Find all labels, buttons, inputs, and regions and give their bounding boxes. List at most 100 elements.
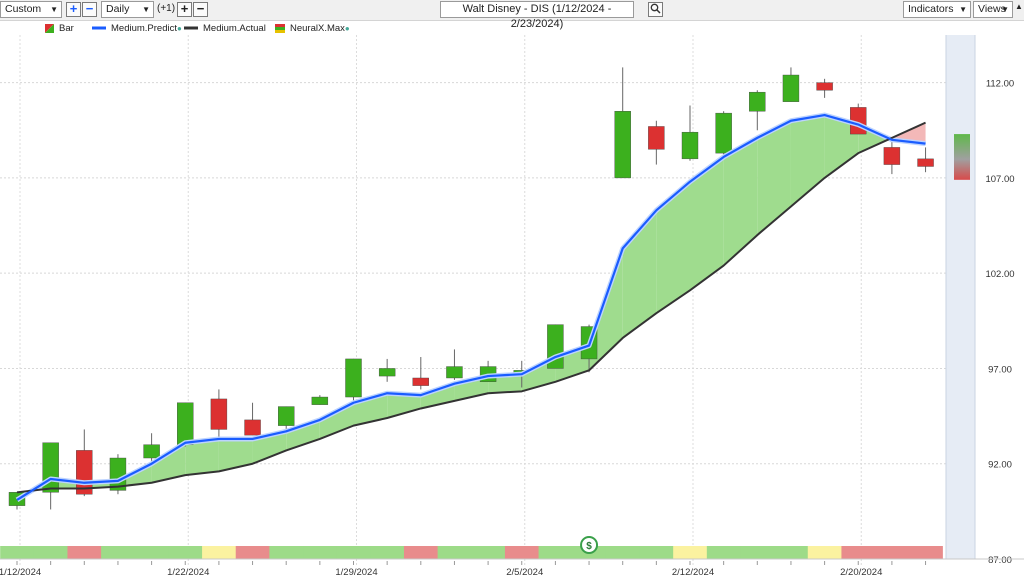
signal-segment <box>235 546 270 559</box>
zoom-out-icon[interactable]: − <box>82 2 97 17</box>
spread-fill <box>185 438 219 476</box>
chart-title-box[interactable]: Walt Disney - DIS (1/12/2024 - 2/23/2024… <box>440 1 634 30</box>
spread-fill <box>723 137 758 266</box>
spread-fill <box>824 115 859 178</box>
candle-body <box>883 147 901 165</box>
line-legend-icon <box>92 26 106 30</box>
spread-fill <box>353 393 388 426</box>
signal-segment <box>101 546 136 559</box>
spread-fill <box>690 156 724 291</box>
spread-fill <box>454 376 489 401</box>
signal-segment <box>269 546 304 559</box>
candle-body <box>177 402 194 445</box>
signal-segment <box>673 546 708 559</box>
search-icon[interactable] <box>648 2 663 17</box>
chevron-down-icon: ▼ <box>1001 5 1009 14</box>
signal-segment <box>605 546 641 559</box>
interval-select-value: Daily <box>106 3 130 15</box>
line-legend-icon <box>184 26 198 30</box>
signal-segment <box>336 546 371 559</box>
dollar-signal-icon <box>580 536 599 554</box>
spread-fill <box>420 383 455 409</box>
candle-body <box>446 366 463 379</box>
chevron-down-icon: ▼ <box>959 5 967 14</box>
predict-line-glow <box>15 112 926 503</box>
legend-predict-label: Medium.Predict <box>111 23 177 34</box>
y-tick-label: 102.00 <box>985 269 1014 280</box>
signal-segment <box>303 546 338 559</box>
candle-body <box>782 74 800 102</box>
spread-fill <box>656 181 690 314</box>
spread-fill <box>858 124 890 154</box>
signal-segment <box>33 546 68 559</box>
indicators-label: Indicators <box>908 3 954 15</box>
legend-bar[interactable]: Bar <box>45 23 74 34</box>
signal-segment <box>168 546 203 559</box>
signal-segment <box>572 546 607 559</box>
candle-body <box>513 370 530 373</box>
dollar-signal-glyph: $ <box>586 541 592 552</box>
signal-segment <box>706 546 741 559</box>
signal-segment <box>841 546 876 559</box>
spread-fill <box>589 248 623 371</box>
spread-fill <box>488 374 522 394</box>
signal-segment <box>134 546 169 559</box>
chart-legend: Bar Medium.Predict● Medium.Actual Neural… <box>0 21 946 35</box>
legend-neuralx[interactable]: NeuralX.Max● <box>275 23 350 34</box>
signal-segment <box>504 546 540 559</box>
signal-segment <box>0 546 35 559</box>
candle-body <box>76 450 93 495</box>
spread-fill <box>319 402 354 439</box>
candle-body <box>816 82 833 91</box>
views-button[interactable]: Views ▼ <box>973 1 1013 18</box>
spread-fill <box>757 120 791 236</box>
y-tick-label: 112.00 <box>986 79 1014 90</box>
predict-line <box>16 113 926 501</box>
spread-fill <box>286 419 320 451</box>
signal-segment <box>740 546 775 559</box>
indicators-button[interactable]: Indicators ▼ <box>903 1 971 18</box>
x-tick-label: 2/20/2024 <box>840 567 882 577</box>
signal-segment <box>538 546 573 559</box>
candle-body <box>278 406 295 426</box>
collapse-icon[interactable]: ▲ <box>1015 2 1023 11</box>
candle-body <box>917 158 934 167</box>
legend-bar-label: Bar <box>59 23 74 34</box>
range-select-value: Custom <box>5 3 42 15</box>
candle-body <box>412 377 429 386</box>
settings-dot-icon: ● <box>344 24 350 33</box>
candle-body <box>850 107 867 135</box>
neuralx-legend-icon <box>275 23 285 33</box>
zoom-in-icon[interactable]: + <box>66 2 81 17</box>
candle-body <box>109 457 127 491</box>
signal-segment <box>202 546 237 559</box>
candle-body <box>648 126 665 150</box>
candle-body <box>479 366 497 382</box>
interval-select[interactable]: Daily ▼ <box>101 1 154 18</box>
y-tick-label: 97.00 <box>988 364 1012 375</box>
legend-actual[interactable]: Medium.Actual <box>184 23 266 34</box>
legend-predict[interactable]: Medium.Predict● <box>92 23 182 34</box>
offset-increase-icon[interactable]: + <box>177 2 192 17</box>
signal-segment <box>807 546 842 559</box>
signal-segment <box>370 546 405 559</box>
candle-body <box>681 131 699 160</box>
candle-body <box>143 444 160 459</box>
signal-segment <box>639 546 674 559</box>
spread-fill <box>50 478 85 489</box>
candle-body <box>715 112 732 154</box>
spread-fill <box>889 137 892 140</box>
offset-decrease-icon[interactable]: − <box>193 2 208 17</box>
offset-label: (+1) <box>157 3 176 14</box>
x-tick-label: 2/12/2024 <box>672 567 714 577</box>
signal-segment <box>774 546 809 559</box>
candle-body <box>749 91 766 112</box>
y-tick-label: 107.00 <box>985 174 1014 185</box>
signal-segment <box>437 546 472 559</box>
range-select[interactable]: Custom ▼ <box>0 1 62 18</box>
y-tick-label: 92.00 <box>988 460 1012 471</box>
bar-legend-icon <box>45 23 54 33</box>
signal-segment <box>67 546 102 559</box>
legend-actual-label: Medium.Actual <box>203 23 266 34</box>
